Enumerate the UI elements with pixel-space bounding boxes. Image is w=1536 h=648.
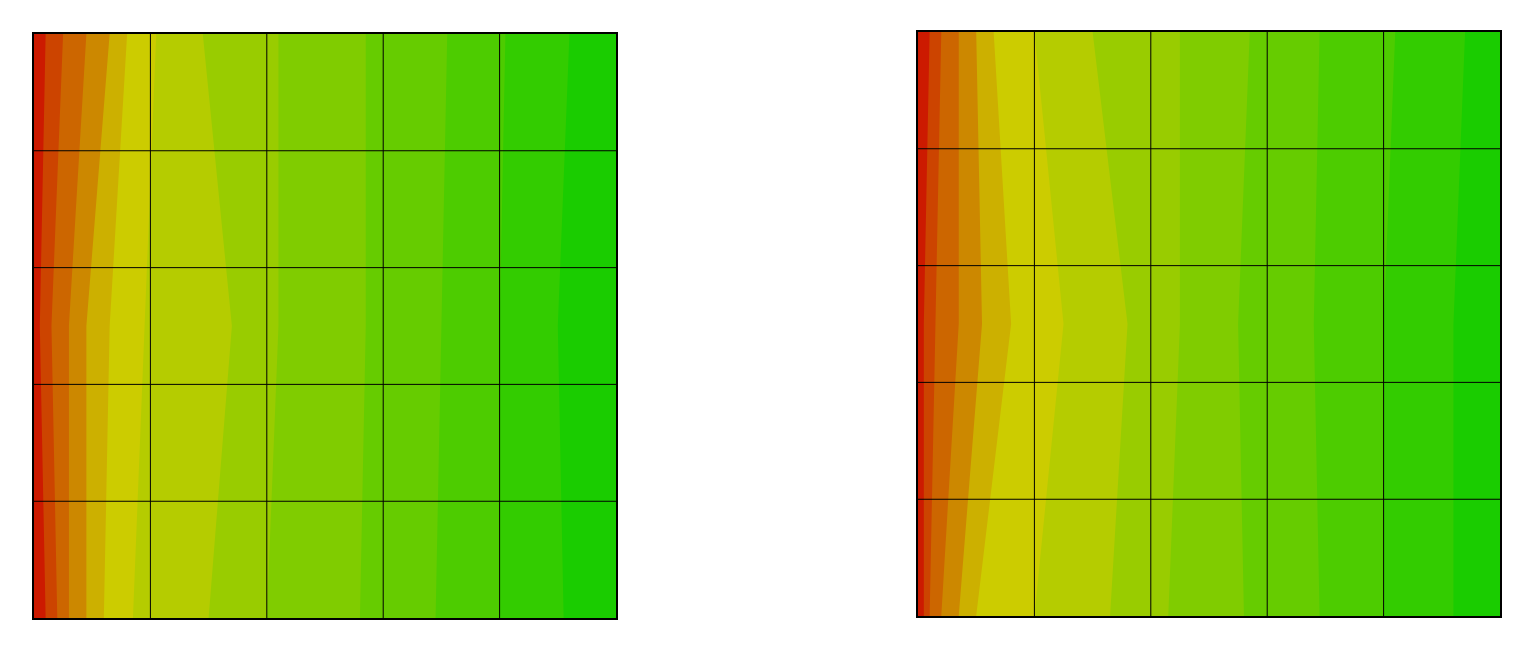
contour-band-right-12 <box>1453 32 1500 616</box>
contour-surface-left <box>34 34 616 618</box>
contour-surface-right <box>918 32 1500 616</box>
contour-band-left-12 <box>557 34 616 618</box>
contour-plot-left <box>32 32 618 620</box>
contour-plot-right <box>916 30 1502 618</box>
